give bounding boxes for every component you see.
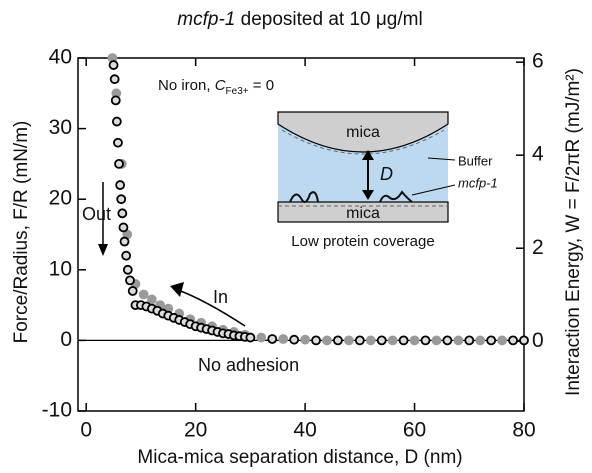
protein-pointer xyxy=(411,184,456,196)
y2-tick-label: 6 xyxy=(532,50,544,73)
point xyxy=(398,335,409,346)
x-tick-label: 60 xyxy=(403,419,426,442)
point xyxy=(108,60,119,70)
y-axis-label: Force/Radius, F/R (mN/m) xyxy=(11,121,32,344)
point xyxy=(519,335,529,346)
point xyxy=(289,334,300,345)
x-tick-label: 80 xyxy=(512,419,535,442)
y2-axis-label: Interaction Energy, W = F/2πR (mJ/m²) xyxy=(563,68,584,396)
x-axis-label: Mica-mica separation distance, D (nm) xyxy=(137,447,462,468)
annotation: No iron, CFe3+ = 0 xyxy=(158,77,274,97)
point xyxy=(497,335,508,346)
inset-caption: Low protein coverage xyxy=(291,233,434,250)
point xyxy=(365,335,376,346)
annotation: In xyxy=(213,287,228,307)
point xyxy=(431,335,442,346)
point xyxy=(376,335,387,346)
y-tick-label: 0 xyxy=(60,328,72,351)
point xyxy=(475,335,486,346)
point xyxy=(109,74,120,85)
point xyxy=(113,137,123,148)
point xyxy=(409,335,420,346)
point xyxy=(267,334,278,344)
point xyxy=(116,194,127,205)
point xyxy=(119,236,130,247)
inset-label: D xyxy=(380,164,393,184)
point xyxy=(127,286,138,296)
x-tick-label: 0 xyxy=(80,419,92,442)
mica-dash xyxy=(281,129,445,155)
y2-tick-label: 4 xyxy=(532,143,544,166)
point xyxy=(121,250,132,261)
y-tick-label: 40 xyxy=(49,46,72,69)
in-arrowhead xyxy=(170,282,184,297)
point xyxy=(300,334,311,345)
point xyxy=(387,335,398,346)
inset-label: mica xyxy=(346,124,380,141)
point xyxy=(122,264,133,275)
point xyxy=(464,335,475,346)
point xyxy=(146,294,157,305)
y2-tick-label: 0 xyxy=(532,329,544,352)
y-tick-label: 20 xyxy=(49,187,72,210)
plot-frame xyxy=(77,57,525,412)
point xyxy=(322,335,332,346)
in-arrow xyxy=(177,289,246,327)
point xyxy=(118,222,129,233)
inset-label: Buffer xyxy=(458,153,493,168)
protein-shape xyxy=(289,190,413,203)
point xyxy=(354,335,365,346)
point xyxy=(256,332,267,343)
point xyxy=(420,335,431,346)
mica-bottom-shape xyxy=(277,201,449,223)
point xyxy=(311,335,321,346)
out-arrowhead xyxy=(98,244,108,256)
point xyxy=(453,335,464,346)
x-tick-label: 20 xyxy=(184,419,207,442)
y-tick-label: 30 xyxy=(49,116,72,139)
point xyxy=(343,335,354,346)
annotation: No adhesion xyxy=(198,355,299,375)
point xyxy=(117,208,128,219)
point xyxy=(508,335,518,346)
point xyxy=(442,335,453,346)
point xyxy=(110,95,121,106)
point xyxy=(114,158,124,169)
buffer-pointer xyxy=(427,157,456,161)
y-tick-label: -10 xyxy=(42,399,72,422)
y-tick-label: 10 xyxy=(49,257,72,280)
point xyxy=(333,335,343,346)
inset: mica mica D Buffer mcfp-1 Low protein co… xyxy=(277,111,498,250)
chart-title: mcfp-1 deposited at 10 μg/ml xyxy=(177,9,422,30)
y2-tick-label: 2 xyxy=(532,236,544,259)
point xyxy=(278,334,289,344)
point xyxy=(125,275,135,286)
inset-label: mica xyxy=(346,205,380,222)
x-tick-label: 40 xyxy=(293,419,316,442)
point xyxy=(111,116,122,127)
annotation: Out xyxy=(82,204,111,224)
point xyxy=(115,180,126,190)
point xyxy=(486,335,497,346)
point xyxy=(245,332,256,343)
d-arrowheads xyxy=(362,150,374,200)
inset-label: mcfp-1 xyxy=(458,175,498,190)
mica-top-shape xyxy=(277,111,449,153)
point xyxy=(138,289,149,300)
